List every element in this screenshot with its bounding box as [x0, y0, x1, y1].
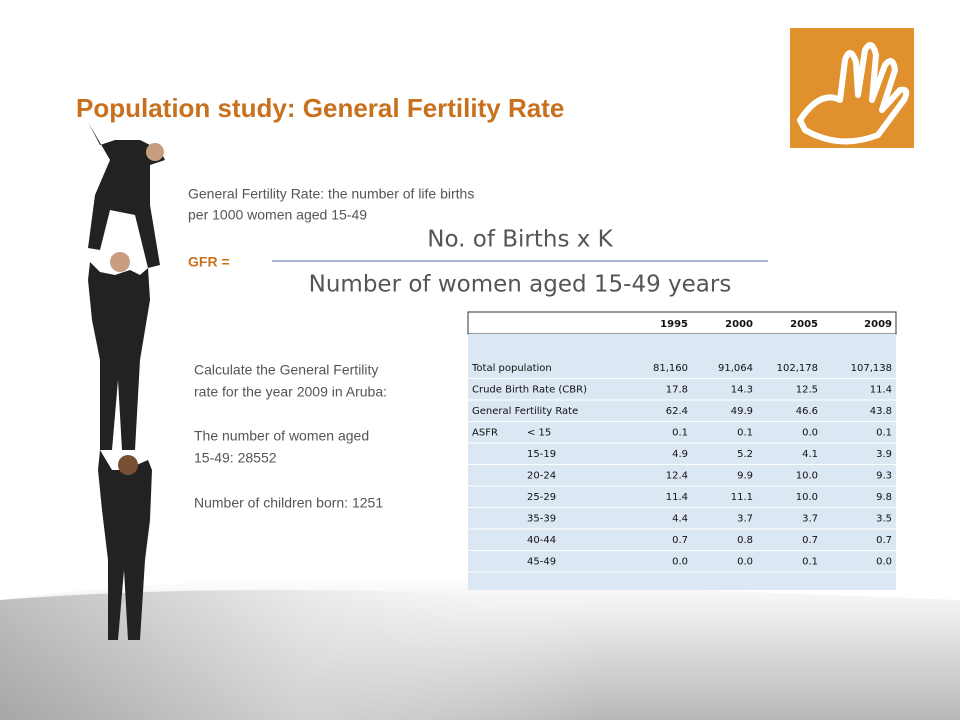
- definition-line: per 1000 women aged 15-49: [188, 207, 367, 223]
- table-header-cell: 2009: [864, 319, 892, 330]
- instruction-line: rate for the year 2009 in Aruba:: [194, 384, 387, 400]
- table-cell: 46.6: [796, 406, 818, 417]
- logo: [790, 28, 914, 148]
- table-header-cell: 1995: [660, 319, 688, 330]
- instruction-line: Calculate the General Fertility: [194, 362, 378, 378]
- table-cell: 3.7: [737, 514, 753, 525]
- data-table: 1995 2000 2005 2009 Total population 81,160 91…: [467, 311, 897, 590]
- table-cell: 17.8: [666, 385, 688, 396]
- row-age: 45-49: [527, 557, 556, 568]
- formula-denominator: Number of women aged 15-49 years: [309, 272, 732, 298]
- table-cell: 9.9: [737, 471, 753, 482]
- table-cell: 0.0: [802, 428, 818, 439]
- table-cell: 0.1: [802, 557, 818, 568]
- table-cell: 10.0: [796, 492, 818, 503]
- table-cell: 81,160: [653, 363, 688, 374]
- row-label: Crude Birth Rate (CBR): [472, 385, 587, 396]
- row-age: 15-19: [527, 449, 556, 460]
- table-cell: 43.8: [870, 406, 892, 417]
- formula-numerator: No. of Births x K: [427, 227, 613, 253]
- table-cell: 12.4: [666, 471, 688, 482]
- table-cell: 10.0: [796, 471, 818, 482]
- table-cell: 14.3: [731, 385, 753, 396]
- table-cell: 49.9: [731, 406, 753, 417]
- table-cell: 4.4: [672, 514, 688, 525]
- table-cell: 0.1: [672, 428, 688, 439]
- table-cell: 11.4: [666, 492, 688, 503]
- table-cell: 107,138: [851, 363, 892, 374]
- table-cell: 0.7: [672, 535, 688, 546]
- row-age: 20-24: [527, 471, 556, 482]
- row-label: ASFR: [472, 428, 498, 439]
- table-cell: 5.2: [737, 449, 753, 460]
- table-header-cell: 2005: [790, 319, 818, 330]
- table-body-bg: [468, 334, 896, 590]
- row-label: General Fertility Rate: [472, 406, 578, 417]
- table-cell: 9.3: [876, 471, 892, 482]
- definition-line: General Fertility Rate: the number of li…: [188, 186, 474, 202]
- formula-lhs: GFR =: [188, 254, 230, 270]
- table-cell: 11.4: [870, 385, 892, 396]
- table-header-cell: 2000: [725, 319, 753, 330]
- table-cell: 4.1: [802, 449, 818, 460]
- table-cell: 0.7: [802, 535, 818, 546]
- table-cell: 0.1: [737, 428, 753, 439]
- row-age: 25-29: [527, 492, 556, 503]
- instruction-line: Number of children born: 1251: [194, 495, 383, 511]
- table-cell: 9.8: [876, 492, 892, 503]
- table-cell: 91,064: [718, 363, 753, 374]
- instruction-line: 15-49: 28552: [194, 450, 277, 466]
- row-label: Total population: [471, 363, 552, 374]
- table-cell: 4.9: [672, 449, 688, 460]
- row-age: < 15: [527, 428, 551, 439]
- table-cell: 0.0: [876, 557, 892, 568]
- table-cell: 0.0: [672, 557, 688, 568]
- table-cell: 0.1: [876, 428, 892, 439]
- title: Population study: General Fertility Rate: [76, 93, 564, 123]
- row-age: 40-44: [527, 535, 556, 546]
- instruction-line: The number of women aged: [194, 428, 369, 444]
- table-cell: 0.8: [737, 535, 753, 546]
- table-cell: 62.4: [666, 406, 688, 417]
- table-cell: 11.1: [731, 492, 753, 503]
- floor-shade: [0, 590, 600, 720]
- table-cell: 0.7: [876, 535, 892, 546]
- table-cell: 3.9: [876, 449, 892, 460]
- table-cell: 102,178: [777, 363, 818, 374]
- people-illustration: [88, 122, 165, 640]
- table-cell: 3.7: [802, 514, 818, 525]
- table-cell: 0.0: [737, 557, 753, 568]
- table-cell: 12.5: [796, 385, 818, 396]
- table-cell: 3.5: [876, 514, 892, 525]
- row-age: 35-39: [527, 514, 556, 525]
